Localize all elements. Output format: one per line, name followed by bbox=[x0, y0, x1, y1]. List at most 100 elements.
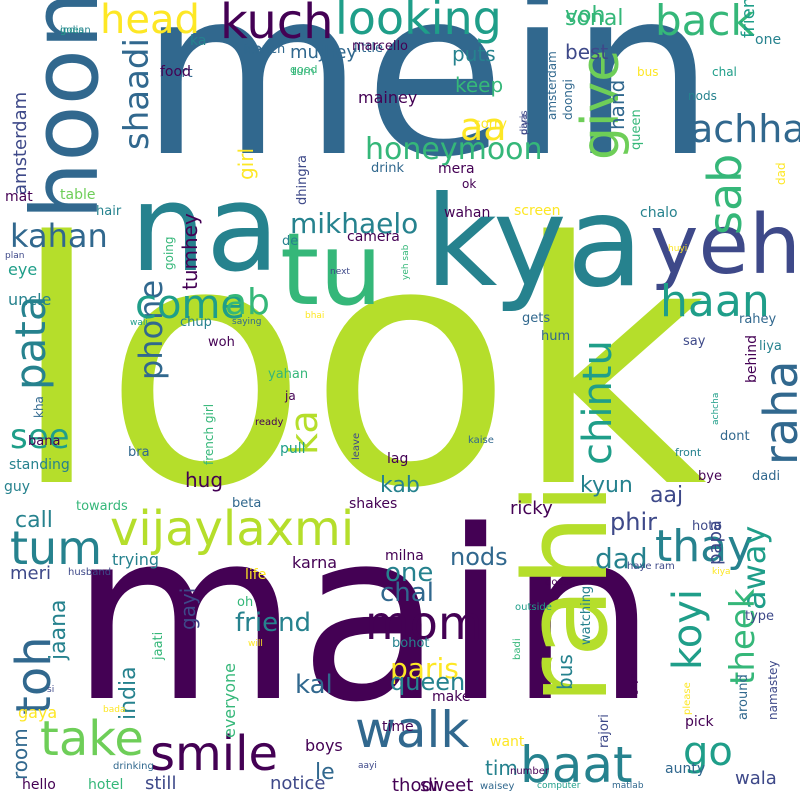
word: mainey bbox=[358, 88, 418, 107]
word: hotel bbox=[88, 777, 124, 793]
word: honeymoon bbox=[365, 132, 543, 167]
word: back bbox=[655, 0, 755, 45]
word: queen bbox=[390, 668, 466, 696]
word: lag bbox=[387, 451, 409, 467]
word: shakes bbox=[349, 496, 398, 512]
word: matlab bbox=[612, 781, 644, 791]
word: take bbox=[40, 711, 144, 767]
word: tim bbox=[485, 756, 518, 780]
word: kal bbox=[295, 670, 333, 700]
word: mujhey bbox=[290, 42, 358, 63]
word: dont bbox=[720, 429, 750, 444]
word: friend bbox=[235, 608, 312, 638]
word: wahan bbox=[444, 205, 491, 221]
word: kaise bbox=[468, 435, 494, 446]
word: bye bbox=[698, 469, 722, 484]
word: dadi bbox=[752, 469, 781, 484]
word: bhai bbox=[305, 311, 325, 321]
word: nods bbox=[450, 543, 508, 571]
word: keep bbox=[455, 73, 504, 97]
word: koyi bbox=[665, 589, 711, 670]
word: notice bbox=[270, 773, 326, 794]
word: tumhey bbox=[178, 213, 202, 290]
word: chup bbox=[180, 315, 212, 330]
word: table bbox=[60, 187, 96, 203]
word: look bbox=[10, 172, 707, 562]
word: time bbox=[382, 719, 414, 735]
word: aunty bbox=[665, 761, 706, 777]
word: trying bbox=[112, 550, 160, 569]
word: looking bbox=[335, 0, 502, 45]
word: haan bbox=[660, 276, 770, 327]
word: head bbox=[100, 0, 200, 43]
word: pata bbox=[6, 295, 55, 390]
word: de bbox=[282, 234, 299, 249]
word: one bbox=[385, 558, 434, 588]
word: bohot bbox=[392, 636, 430, 651]
word: chalo bbox=[640, 205, 678, 221]
word: standing bbox=[9, 457, 70, 473]
word: computer bbox=[537, 781, 581, 791]
word: jaati bbox=[151, 631, 166, 660]
word: ab bbox=[225, 282, 270, 323]
word: theek bbox=[723, 588, 763, 685]
word: voh bbox=[565, 3, 606, 28]
word: sweet bbox=[420, 775, 474, 796]
word: make bbox=[432, 689, 471, 705]
word: raha bbox=[754, 360, 800, 465]
word: will bbox=[248, 639, 263, 649]
word: aayi bbox=[358, 761, 377, 771]
word: turn bbox=[292, 65, 315, 78]
word: si bbox=[47, 685, 55, 695]
word: behind bbox=[744, 334, 760, 383]
word: rajori bbox=[597, 714, 612, 748]
word: plan bbox=[5, 251, 25, 261]
word: woh bbox=[208, 335, 235, 350]
word: lee bbox=[243, 43, 263, 58]
word: queen bbox=[629, 109, 644, 150]
word: badi bbox=[512, 638, 523, 660]
word: hello bbox=[22, 777, 56, 793]
word: bus bbox=[553, 654, 577, 690]
word: baat bbox=[520, 736, 633, 794]
word: achha bbox=[690, 107, 800, 151]
word: hand bbox=[605, 79, 629, 130]
word: type bbox=[745, 609, 775, 624]
word: start bbox=[160, 65, 193, 81]
word: number bbox=[510, 766, 550, 777]
word: thodi bbox=[392, 775, 438, 796]
word: front bbox=[675, 446, 702, 459]
word: oh bbox=[237, 595, 254, 610]
word: main bbox=[70, 481, 658, 754]
word: haye ram bbox=[627, 561, 675, 572]
word: please bbox=[682, 682, 693, 715]
word: around bbox=[736, 674, 751, 720]
word: next bbox=[330, 267, 350, 277]
word: yeh bbox=[650, 198, 800, 293]
word: ja bbox=[285, 389, 296, 403]
word: guy bbox=[4, 479, 31, 495]
word: mom bbox=[365, 596, 483, 650]
word: kuch bbox=[220, 0, 334, 50]
word: leave bbox=[351, 432, 362, 460]
word: camera bbox=[347, 229, 400, 245]
word: outside bbox=[515, 602, 552, 613]
word: towards bbox=[76, 499, 128, 514]
word: call bbox=[15, 508, 53, 533]
word: mikhaelo bbox=[290, 207, 419, 240]
word: ok bbox=[462, 177, 477, 191]
word: screen bbox=[514, 203, 561, 219]
word: waisey bbox=[480, 781, 515, 792]
word: uncle bbox=[8, 290, 52, 309]
word: going bbox=[162, 236, 176, 270]
word: saying bbox=[232, 317, 262, 327]
word: best bbox=[565, 40, 609, 64]
word: drinking bbox=[113, 761, 154, 772]
word: liya bbox=[759, 339, 782, 354]
word: pick bbox=[685, 714, 714, 730]
word: marcello bbox=[352, 39, 409, 54]
word: aa bbox=[460, 105, 507, 149]
word: karna bbox=[292, 553, 338, 572]
word: namastey bbox=[766, 660, 780, 720]
